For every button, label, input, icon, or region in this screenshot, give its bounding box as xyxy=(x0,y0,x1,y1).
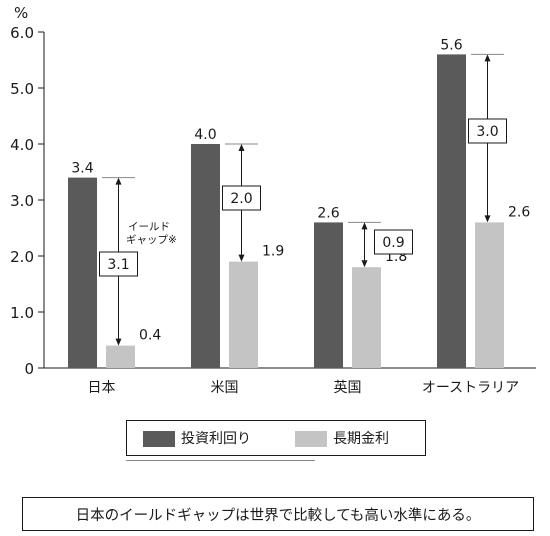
legend-swatch-investment-yield xyxy=(143,431,175,447)
y-tick-label: 1.0 xyxy=(10,304,34,322)
gap-value-label: 3.0 xyxy=(476,124,498,140)
bar-investment-yield xyxy=(314,222,343,368)
gap-arrow-head-up xyxy=(238,144,245,151)
bar-investment-yield xyxy=(437,54,466,369)
y-tick-label: 0 xyxy=(24,360,34,378)
x-axis-labels: 日本 米国 英国 オーストラリア xyxy=(88,379,520,396)
yield-gap-annotation-line2: ギャップ※ xyxy=(126,234,177,246)
gap-arrow-head-down xyxy=(484,215,491,223)
bar-investment-yield xyxy=(68,177,97,368)
bar-investment-yield xyxy=(191,144,220,368)
x-category-label: オーストラリア xyxy=(422,380,519,396)
y-tick-label: 4.0 xyxy=(10,136,34,154)
data-label-investment-yield: 4.0 xyxy=(194,127,216,143)
x-category-label: 米国 xyxy=(211,380,239,396)
gap-arrow-head-up xyxy=(484,54,491,62)
data-label-investment-yield: 2.6 xyxy=(317,205,339,221)
gap-value-label: 3.1 xyxy=(107,257,129,273)
divider-line xyxy=(126,460,315,461)
gap-arrow-head-down xyxy=(238,254,245,262)
legend-item-long-term-rate: 長期金利 xyxy=(295,431,389,447)
gap-arrow-head-down xyxy=(115,338,122,346)
gap-value-box xyxy=(222,185,261,211)
gap-value-box xyxy=(468,118,507,144)
caption-box: 日本のイールドギャップは世界で比較しても高い水準にある。 xyxy=(22,497,534,531)
legend-label-long-term-rate: 長期金利 xyxy=(333,431,389,447)
y-tick-label: 2.0 xyxy=(10,248,34,266)
y-axis-ticks: 0 1.0 2.0 3.0 4.0 5.0 6.0 xyxy=(10,24,44,378)
gap-arrow-head-up xyxy=(361,222,368,230)
legend-swatch-long-term-rate xyxy=(295,431,327,447)
bar-long-term-rate xyxy=(475,222,504,368)
gap-value-label: 0.9 xyxy=(382,235,404,251)
y-tick-label: 5.0 xyxy=(10,80,34,98)
bar-long-term-rate xyxy=(229,261,258,368)
x-category-label: 日本 xyxy=(88,380,116,396)
data-label-long-term-rate: 1.9 xyxy=(262,244,284,260)
gap-value-label: 2.0 xyxy=(230,191,252,207)
data-label-long-term-rate: 2.6 xyxy=(508,204,530,220)
gap-value-box xyxy=(374,229,413,255)
legend-item-investment-yield: 投資利回り xyxy=(143,431,251,447)
gap-arrow-head-down xyxy=(361,260,368,268)
y-unit-label: % xyxy=(14,4,28,22)
data-label-long-term-rate: 0.4 xyxy=(139,328,161,344)
bar-long-term-rate xyxy=(352,267,381,368)
bar-marks: 3.40.43.14.01.92.02.61.80.95.62.63.0イールド… xyxy=(68,37,530,369)
y-tick-label: 3.0 xyxy=(10,192,34,210)
y-tick-label: 6.0 xyxy=(10,24,34,42)
data-label-investment-yield: 5.6 xyxy=(440,37,462,53)
caption-text: 日本のイールドギャップは世界で比較しても高い水準にある。 xyxy=(75,507,481,524)
yield-gap-chart: % 0 1.0 2.0 3.0 4.0 5.0 6.0 3.4 0.4 3.1 4.0 1.9 2.0… xyxy=(10,4,536,396)
legend-label-investment-yield: 投資利回り xyxy=(181,431,251,447)
x-category-label: 英国 xyxy=(334,379,362,396)
legend: 投資利回り 長期金利 xyxy=(126,420,426,456)
gap-value-box xyxy=(99,251,138,277)
gap-arrow-head-up xyxy=(115,177,122,185)
data-label-investment-yield: 3.4 xyxy=(71,161,93,177)
bar-long-term-rate xyxy=(106,345,135,368)
yield-gap-annotation-line1: イールド xyxy=(128,221,170,233)
